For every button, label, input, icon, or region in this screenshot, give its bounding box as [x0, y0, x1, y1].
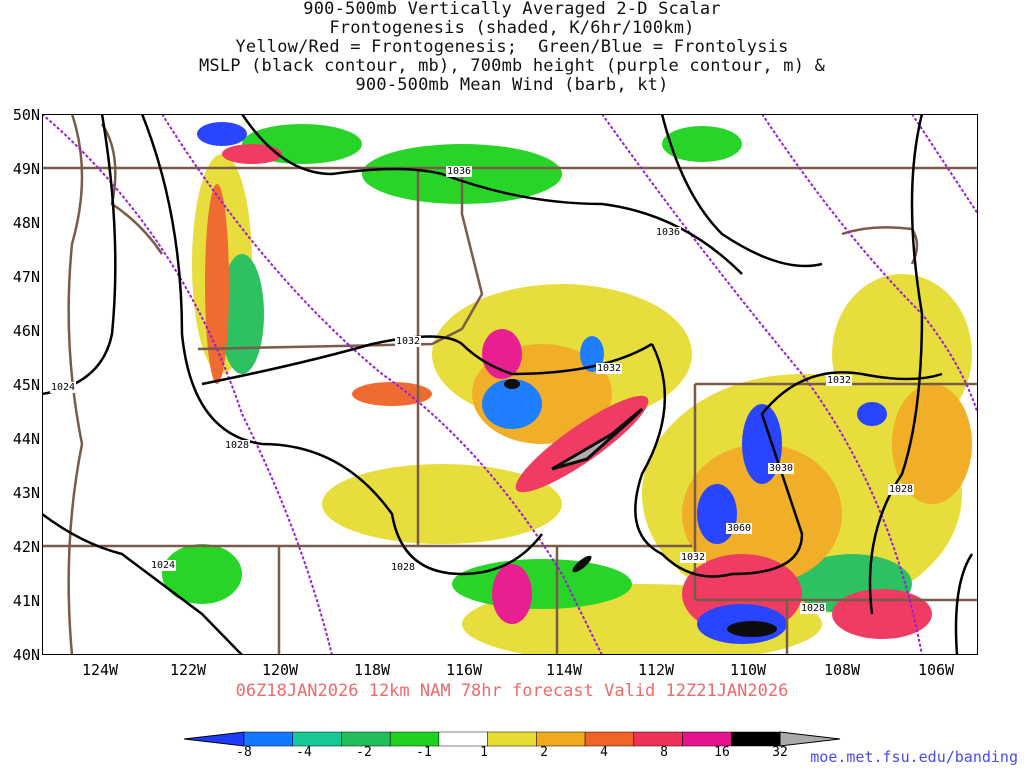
colorbar-segment — [389, 731, 440, 747]
colorbar-label: -2 — [356, 745, 372, 760]
colorbar-segment — [438, 731, 488, 747]
title-line-2: Frontogenesis (shaded, K/6hr/100km) — [329, 18, 695, 38]
mslp-label: 1028 — [800, 603, 827, 614]
colorbar-segment-max — [779, 731, 841, 747]
lon-label-112w: 112W — [637, 661, 675, 679]
lon-label-122w: 122W — [169, 661, 207, 679]
lat-label-46n: 46N — [12, 322, 40, 340]
colorbar — [0, 728, 1024, 768]
colorbar-svg — [183, 731, 841, 747]
lon-label-108w: 108W — [823, 661, 861, 679]
colorbar-segment-min — [183, 731, 245, 747]
lat-label-47n: 47N — [12, 268, 40, 286]
colorbar-segment — [243, 731, 293, 747]
forecast-valid-line: 06Z18JAN2026 12km NAM 78hr forecast Vali… — [235, 681, 789, 701]
mslp-label: 1028 — [888, 484, 915, 495]
mslp-label: 1028 — [390, 562, 417, 573]
lon-label-118w: 118W — [353, 661, 391, 679]
lat-label-45n: 45N — [12, 376, 40, 394]
colorbar-label: 32 — [772, 745, 788, 760]
colorbar-segment — [341, 731, 391, 747]
height-contours — [42, 114, 978, 655]
chart-title: 900-500mb Vertically Averaged 2-D Scalar… — [0, 0, 1024, 95]
colorbar-segment — [487, 731, 537, 747]
mslp-label: 1028 — [224, 440, 251, 451]
height-label: 3060 — [726, 523, 753, 534]
colorbar-label: 8 — [660, 745, 668, 760]
colorbar-label: -4 — [296, 745, 312, 760]
title-line-4: MSLP (black contour, mb), 700mb height (… — [198, 56, 826, 76]
lon-label-106w: 106W — [917, 661, 955, 679]
colorbar-segment — [292, 731, 342, 747]
map-panel[interactable] — [42, 114, 978, 655]
colorbar-label: 16 — [714, 745, 730, 760]
lat-label-41n: 41N — [12, 592, 40, 610]
mslp-label: 1032 — [826, 375, 853, 386]
lat-label-44n: 44N — [12, 430, 40, 448]
mslp-label: 1036 — [655, 227, 682, 238]
colorbar-segment — [731, 731, 781, 747]
colorbar-segment — [633, 731, 683, 747]
colorbar-label: 4 — [600, 745, 608, 760]
colorbar-label: 2 — [540, 745, 548, 760]
lat-label-42n: 42N — [12, 538, 40, 556]
lon-label-120w: 120W — [261, 661, 299, 679]
colorbar-segment — [682, 731, 732, 747]
colorbar-segment — [536, 731, 586, 747]
lon-label-110w: 110W — [729, 661, 767, 679]
mslp-label: 1036 — [446, 166, 473, 177]
title-line-1: 900-500mb Vertically Averaged 2-D Scalar — [303, 0, 721, 19]
mslp-contours — [42, 114, 974, 655]
credit-link[interactable]: moe.met.fsu.edu/banding — [810, 748, 1018, 766]
title-line-3: Yellow/Red = Frontogenesis; Green/Blue =… — [235, 37, 789, 57]
mslp-label: 1032 — [395, 336, 422, 347]
frontogenesis-shading — [162, 122, 972, 655]
lat-label-49n: 49N — [12, 160, 40, 178]
title-line-5: 900-500mb Mean Wind (barb, kt) — [355, 75, 669, 95]
map-svg — [42, 114, 978, 655]
colorbar-label: 1 — [480, 745, 488, 760]
mslp-label: 1024 — [150, 560, 177, 571]
lat-label-43n: 43N — [12, 484, 40, 502]
lon-label-116w: 116W — [445, 661, 483, 679]
colorbar-label: -8 — [236, 745, 252, 760]
colorbar-segment — [584, 731, 635, 747]
lat-label-48n: 48N — [12, 214, 40, 232]
lat-label-50n: 50N — [12, 106, 40, 124]
mslp-label: 1032 — [680, 552, 707, 563]
colorbar-label: -1 — [416, 745, 432, 760]
mslp-label: 1032 — [596, 363, 623, 374]
height-label: 3030 — [768, 463, 795, 474]
lon-label-124w: 124W — [81, 661, 119, 679]
lat-label-40n: 40N — [12, 646, 40, 664]
mslp-label: 1024 — [50, 382, 77, 393]
lon-label-114w: 114W — [545, 661, 583, 679]
